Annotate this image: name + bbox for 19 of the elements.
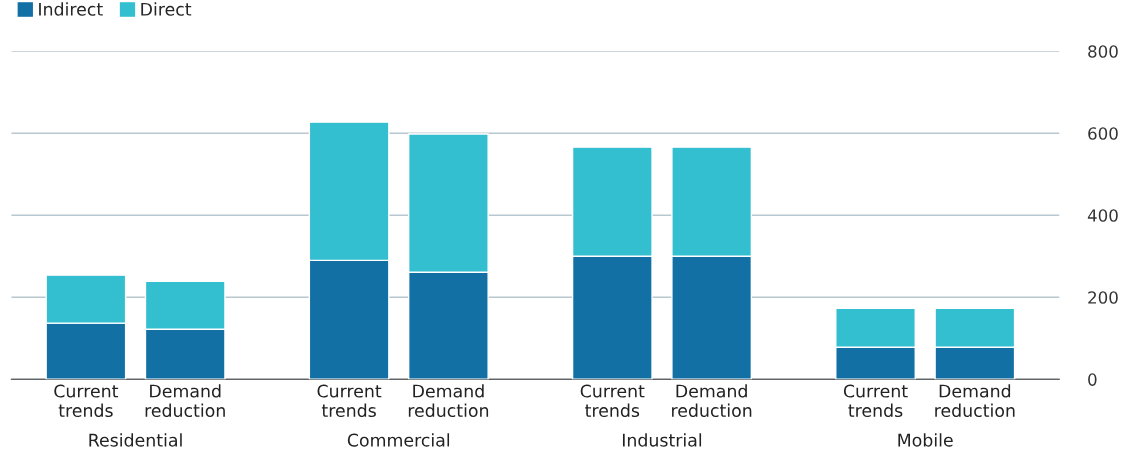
x-tick-label: Current trends <box>843 384 908 418</box>
legend-label: Direct <box>141 2 192 16</box>
x-tick-label: Demand reduction <box>145 384 225 418</box>
x-tick-label: Current trends <box>317 384 382 418</box>
x-tick-label: Current trends <box>580 384 645 418</box>
y-tick-label: 400 <box>1087 209 1118 222</box>
text: Commercial <box>347 433 450 447</box>
y-tick-label: 200 <box>1088 291 1118 304</box>
text: Mobile <box>898 433 953 447</box>
x-tick-label: Demand reduction <box>935 384 1015 418</box>
y-tick-label: 0 <box>1088 373 1097 386</box>
x-tick-label: Demand reduction <box>408 384 489 418</box>
y-tick-label: 800 <box>1088 45 1118 58</box>
y-tick-label: 600 <box>1088 127 1118 140</box>
text: Residential <box>89 433 182 447</box>
x-tick-label: Demand reduction <box>672 384 752 418</box>
legend-label: Indirect <box>39 2 103 16</box>
text: Industrial <box>622 433 702 447</box>
x-tick-label: Current trends <box>54 384 119 418</box>
